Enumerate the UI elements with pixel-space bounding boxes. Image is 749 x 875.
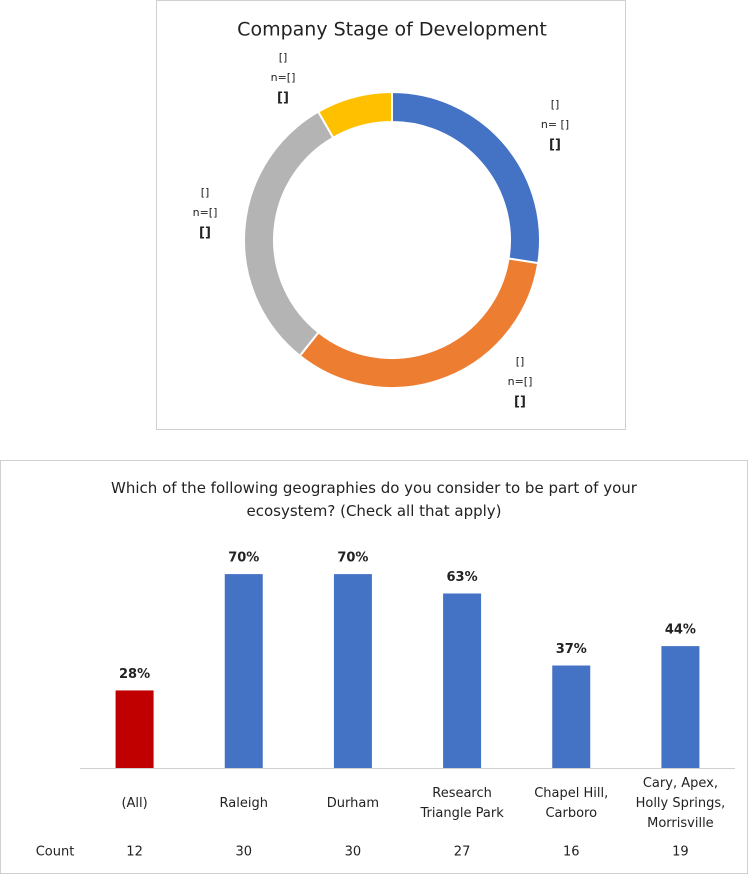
segment-label: n= [] [541, 118, 569, 131]
segment-label: [] [201, 186, 210, 199]
segment-label: [] [516, 355, 525, 368]
pie-title: Company Stage of Development [237, 19, 547, 41]
count: 27 [454, 845, 471, 860]
count-label: Count [36, 845, 75, 860]
x-tick-label: Durham [327, 796, 379, 811]
value-label: 44% [665, 623, 696, 638]
x-tick-label: Research Triangle Park [419, 786, 504, 821]
segment-label: [] [199, 226, 211, 241]
value-label: 70% [228, 551, 259, 566]
bar [443, 593, 482, 768]
value-label: 37% [556, 642, 587, 657]
value-label: 28% [119, 667, 150, 682]
count: 16 [563, 845, 580, 860]
segment-label: [] [277, 91, 289, 106]
x-tick-label: Cary, Apex, Holly Springs, Morrisville [636, 776, 726, 831]
x-tick-label: Raleigh [220, 796, 268, 811]
bar-title: Which of the following geographies do yo… [111, 479, 638, 520]
bar-frame [0, 460, 748, 874]
segment-label: [] [551, 98, 560, 111]
segment-label: [] [514, 395, 526, 410]
bar [552, 665, 591, 768]
bar [661, 646, 700, 768]
count: 30 [235, 845, 252, 860]
bar [115, 690, 154, 768]
x-tick-label: (All) [121, 796, 147, 811]
segment-label: [] [279, 51, 288, 64]
value-label: 63% [447, 570, 478, 585]
bar [224, 574, 263, 768]
bar [333, 574, 372, 768]
count: 30 [345, 845, 362, 860]
donut-segment [316, 90, 393, 140]
segment-label: n=[] [508, 375, 533, 388]
segment-label: n=[] [193, 206, 218, 219]
segment-label: n=[] [271, 71, 296, 84]
x-tick-label: Chapel Hill, Carboro [534, 786, 608, 821]
count: 19 [672, 845, 689, 860]
value-label: 70% [337, 551, 368, 566]
segment-label: [] [549, 138, 561, 153]
count: 12 [126, 845, 143, 860]
